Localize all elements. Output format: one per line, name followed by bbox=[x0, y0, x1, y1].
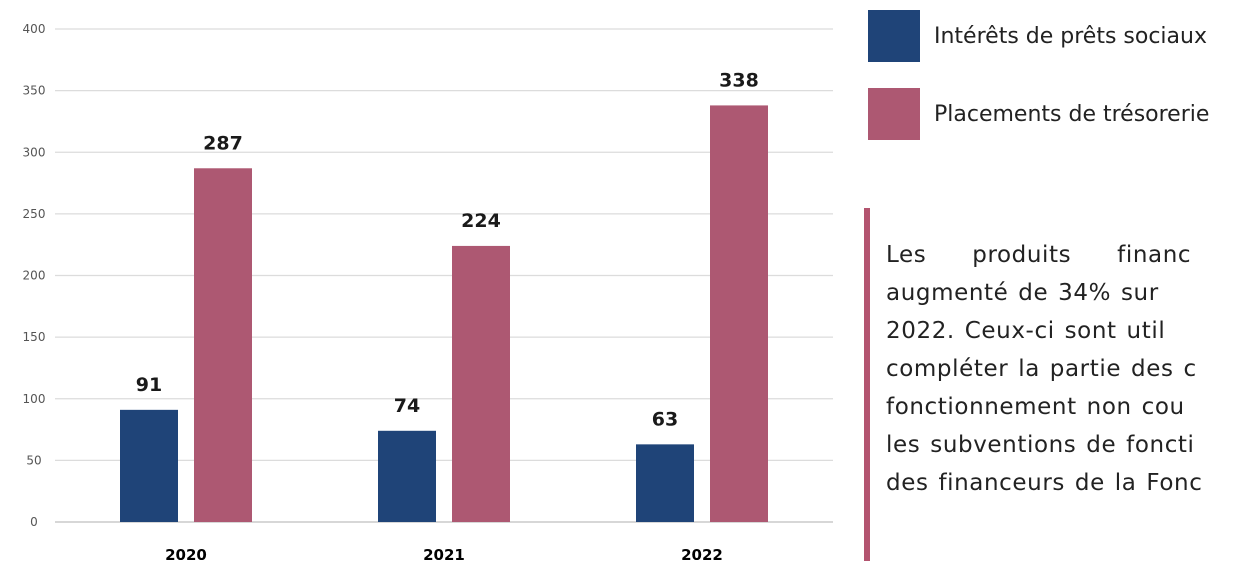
legend-item-placements: Placements de trésorerie bbox=[868, 88, 1209, 140]
y-tick-label: 100 bbox=[23, 392, 46, 406]
commentary-line: compléter la partie des c bbox=[886, 356, 1197, 382]
y-tick-label: 150 bbox=[23, 330, 46, 344]
commentary-line: Les produits financ bbox=[886, 242, 1192, 268]
commentary-line: augmenté de 34% sur bbox=[886, 280, 1159, 306]
x-axis-categories: 2020 2021 2022 bbox=[165, 546, 723, 561]
legend-item-interets: Intérêts de prêts sociaux bbox=[868, 10, 1209, 62]
bar-placements-2020 bbox=[194, 168, 252, 522]
data-label: 74 bbox=[394, 395, 420, 417]
y-tick-label: 50 bbox=[26, 453, 41, 467]
data-labels: 91 287 74 224 63 338 bbox=[136, 69, 759, 430]
legend-swatch-placements bbox=[868, 88, 920, 140]
bar-chart: 0 50 100 150 200 250 300 350 400 91 287 74 224 63 338… bbox=[23, 22, 833, 561]
gridlines bbox=[55, 28, 833, 523]
data-label: 338 bbox=[719, 69, 759, 91]
legend: Intérêts de prêts sociaux Placements de … bbox=[868, 10, 1209, 166]
x-category-label: 2021 bbox=[423, 546, 465, 561]
y-tick-label: 350 bbox=[23, 84, 46, 98]
y-axis-ticks: 0 50 100 150 200 250 300 350 400 bbox=[23, 22, 46, 529]
x-category-label: 2020 bbox=[165, 546, 207, 561]
y-tick-label: 200 bbox=[23, 269, 46, 283]
commentary-box: Les produits financ augmenté de 34% sur … bbox=[864, 208, 1256, 561]
data-label: 224 bbox=[461, 210, 501, 232]
bars bbox=[120, 105, 768, 523]
bar-placements-2021 bbox=[452, 245, 510, 523]
commentary-line: des financeurs de la Fonc bbox=[886, 470, 1203, 496]
bar-interets-2020 bbox=[120, 409, 178, 522]
bar-placements-2022 bbox=[710, 105, 768, 522]
y-tick-label: 300 bbox=[23, 145, 46, 159]
commentary-line: les subventions de foncti bbox=[886, 432, 1195, 458]
y-tick-label: 0 bbox=[30, 515, 38, 529]
data-label: 63 bbox=[652, 408, 678, 430]
legend-label-interets: Intérêts de prêts sociaux bbox=[934, 23, 1207, 49]
bar-interets-2021 bbox=[378, 430, 436, 522]
x-category-label: 2022 bbox=[681, 546, 723, 561]
data-label: 287 bbox=[203, 132, 243, 154]
y-tick-label: 250 bbox=[23, 207, 46, 221]
data-label: 91 bbox=[136, 374, 162, 396]
commentary-text: Les produits financ augmenté de 34% sur … bbox=[886, 236, 1256, 502]
y-tick-label: 400 bbox=[23, 22, 46, 36]
commentary-line: fonctionnement non cou bbox=[886, 394, 1185, 420]
commentary-line: 2022. Ceux-ci sont util bbox=[886, 318, 1166, 344]
legend-label-placements: Placements de trésorerie bbox=[934, 101, 1210, 127]
bar-interets-2022 bbox=[636, 444, 694, 522]
legend-swatch-interets bbox=[868, 10, 920, 62]
